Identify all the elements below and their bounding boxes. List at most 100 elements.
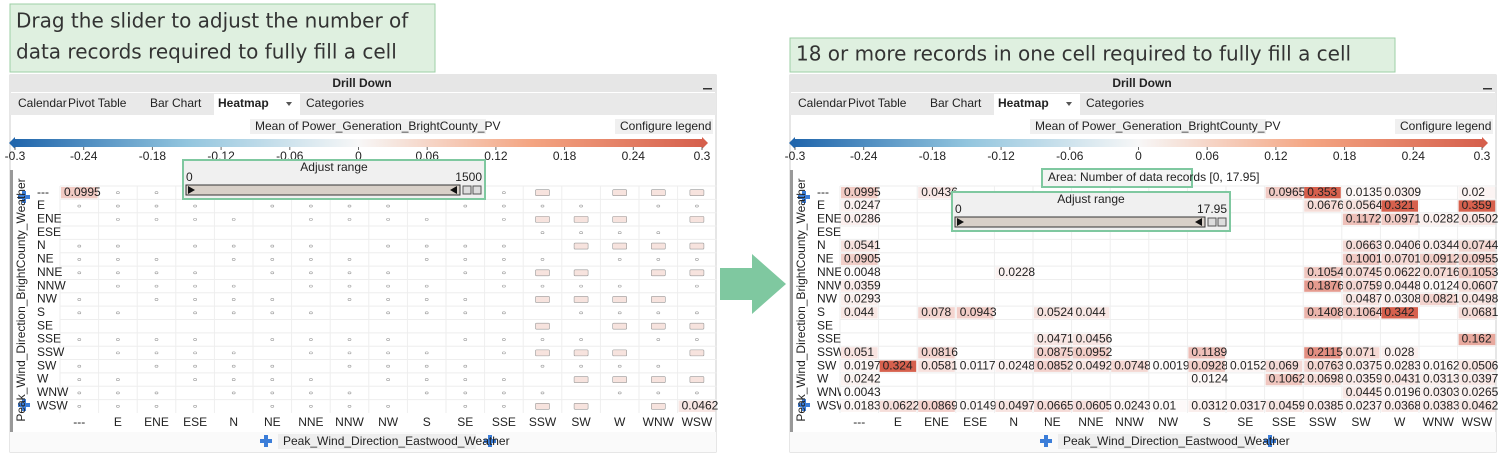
cell-value: 0.0317 [1230,398,1267,412]
cell-glyph [502,378,506,381]
cell [1381,373,1418,386]
scale-tick-label: 0.3 [1474,149,1491,163]
minimize[interactable] [1483,88,1492,90]
cell-glyph [695,311,699,315]
cell [1458,240,1496,252]
cell-glyph [386,311,390,315]
dropdown[interactable] [286,102,292,106]
plus-icon[interactable] [802,399,806,411]
legend-label[interactable]: Mean of Power_Generation_BrightCounty_PV [255,119,500,133]
legend-label-box[interactable] [250,119,486,134]
settings-icon[interactable] [1217,217,1227,227]
row-label: SE [817,318,833,332]
slider-handle[interactable] [450,186,457,194]
dropdown[interactable] [1066,102,1072,106]
plus-icon[interactable] [1268,435,1272,447]
cell-glyph [347,351,352,355]
slider-handle[interactable] [188,186,195,194]
cell [678,400,716,412]
cell-glyph [116,284,120,288]
cell-glyph [579,231,583,235]
lock-icon[interactable] [462,185,472,195]
cell-value: 0.0459 [1269,398,1306,412]
legend-button[interactable] [615,119,713,134]
cell-glyph [77,364,82,368]
x-axis-label-box[interactable] [278,434,476,449]
cell-glyph [650,296,666,303]
tab[interactable]: Categories [1086,96,1144,110]
plus-icon[interactable] [488,435,492,447]
cell [841,267,878,279]
plus-icon[interactable] [264,435,268,447]
cell-glyph [656,231,661,235]
cell-glyph [309,271,313,275]
tab[interactable]: Bar Chart [930,96,982,110]
row-label: NNW [817,278,846,292]
cell [1265,400,1303,412]
col-label: ENE [924,415,949,429]
plus-icon[interactable] [22,399,26,411]
cell [1381,267,1418,279]
cell-value: 0.0905 [844,252,881,266]
cell-value: 0.0359 [844,278,881,292]
cell [1458,213,1496,226]
tab[interactable]: Calendar [18,96,67,110]
x-axis-label-box[interactable] [1058,434,1256,449]
tab[interactable]: Pivot Table [68,96,127,110]
slider-track[interactable] [954,216,1206,228]
area-chip-text[interactable]: Area: Number of data records [0, 17.95] [1048,170,1259,184]
cell-glyph [656,338,661,341]
legend-button-text[interactable]: Configure legend [620,119,711,133]
slider-handle[interactable] [957,218,964,226]
slider-track[interactable] [185,184,461,196]
cell-value: 0.0286 [844,212,881,226]
cell-glyph [424,218,429,221]
tab[interactable]: Pivot Table [848,96,907,110]
scale-tick-label: 0 [355,149,362,163]
tab[interactable]: Bar Chart [150,96,202,110]
cell-glyph [424,391,429,395]
tab-active[interactable] [994,94,1080,115]
title-bar [10,75,716,92]
cell-glyph [231,378,236,381]
cell-glyph [689,189,705,196]
cell-glyph [502,218,506,221]
area-chip[interactable] [1041,168,1193,188]
tab-active[interactable] [214,94,300,115]
tab[interactable]: Calendar [798,96,847,110]
cell [1227,360,1264,372]
legend-button-text[interactable]: Configure legend [1400,119,1491,133]
cell-glyph [309,218,313,221]
cell-glyph [193,244,197,248]
cell-glyph [656,364,661,368]
legend-label-box[interactable] [1030,119,1266,134]
col-label: NNE [1078,415,1103,429]
cell [1381,187,1418,199]
settings-icon[interactable] [472,185,482,195]
cell-value: 0.0759 [1346,278,1383,292]
cell [1420,387,1457,399]
cell [1188,400,1225,412]
tab[interactable]: Categories [306,96,364,110]
x-axis-label[interactable]: Peak_Wind_Direction_Eastwood_Weather [283,434,510,448]
tab[interactable]: Heatmap [218,96,269,110]
x-axis-label[interactable]: Peak_Wind_Direction_Eastwood_Weather [1063,434,1290,448]
cell-glyph [347,298,352,301]
cell [1034,307,1071,319]
cell [1420,213,1457,226]
minimize[interactable] [703,88,712,90]
cell-value: 0.1189 [1191,345,1227,359]
legend-button[interactable] [1395,119,1493,134]
plus-icon[interactable] [802,191,806,203]
cell [1188,347,1225,359]
tab[interactable]: Heatmap [998,96,1049,110]
cell-value: 0.028 [1384,345,1414,359]
plus-icon[interactable] [22,191,26,203]
plus-icon[interactable] [1044,435,1048,447]
cell-glyph [386,204,390,208]
slider-handle[interactable] [1195,218,1202,226]
lock-icon[interactable] [1207,217,1217,227]
cell-glyph [656,204,661,208]
cell [1458,373,1496,386]
legend-label[interactable]: Mean of Power_Generation_BrightCounty_PV [1035,119,1280,133]
